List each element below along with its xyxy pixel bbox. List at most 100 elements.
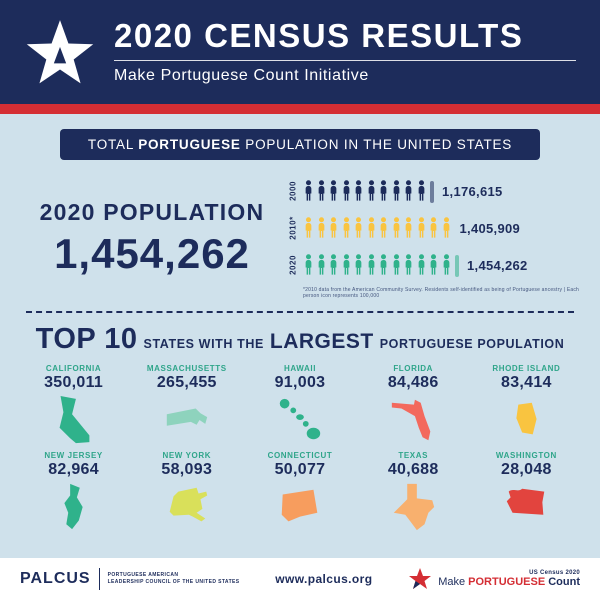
footer: PALCUS PORTUGUESE AMERICAN LEADERSHIP CO… xyxy=(0,558,600,600)
population-block: 2020 POPULATION 1,454,262 xyxy=(18,195,286,278)
state-value: 82,964 xyxy=(48,461,99,478)
heading-mid2: PORTUGUESE POPULATION xyxy=(379,337,565,351)
person-icons-row xyxy=(303,253,459,277)
state-value: 40,688 xyxy=(387,461,439,478)
partial-person-icon xyxy=(430,181,434,203)
state-cell: CALIFORNIA 350,011 xyxy=(20,364,127,445)
brand-subtitle-line1: PORTUGUESE AMERICAN xyxy=(107,571,179,578)
state-name: NEW JERSEY xyxy=(44,451,103,460)
person-icon xyxy=(305,180,312,201)
pictogram-row: 2000 1,176,615 xyxy=(286,176,582,206)
person-icon xyxy=(443,254,449,275)
person-icon xyxy=(418,217,424,238)
person-icon xyxy=(330,180,337,201)
state-value: 28,048 xyxy=(501,461,552,478)
brand-name: PALCUS xyxy=(20,570,91,587)
state-cell: RHODE ISLAND 83,414 xyxy=(473,364,580,445)
person-icon xyxy=(430,254,437,275)
chart-footnote: *2010 data from the American Community S… xyxy=(303,287,580,299)
person-icon xyxy=(343,217,349,238)
banner-text: POPULATION IN THE UNITED STATES xyxy=(240,137,513,152)
hawaii-shape xyxy=(279,398,321,440)
footer-divider xyxy=(98,568,100,590)
population-section: 2020 POPULATION 1,454,262 2000 1,176,615 2… xyxy=(0,160,600,303)
tagline-make: Make xyxy=(438,576,469,588)
massachusetts-shape xyxy=(166,408,207,426)
brand-subtitle: PORTUGUESE AMERICAN LEADERSHIP COUNCIL O… xyxy=(108,572,240,587)
florida-shape xyxy=(392,399,431,441)
state-cell: MASSACHUSETTS 265,455 xyxy=(133,364,240,445)
person-icon xyxy=(305,217,312,238)
state-value: 58,093 xyxy=(161,461,213,478)
person-icon xyxy=(393,217,399,238)
person-icon xyxy=(343,254,349,275)
person-icon xyxy=(405,254,412,275)
person-icon xyxy=(318,254,324,275)
washington-shape xyxy=(507,488,545,515)
person-icon xyxy=(393,180,399,201)
banner-text: TOTAL xyxy=(87,137,139,152)
person-icon xyxy=(305,254,312,275)
brand-subtitle-line2: LEADERSHIP COUNCIL OF THE UNITED STATES xyxy=(107,579,240,585)
state-cell: NEW YORK 58,093 xyxy=(133,451,240,532)
state-value: 50,077 xyxy=(274,461,326,478)
year-label: 2020 xyxy=(288,255,297,275)
tagline-count: Count xyxy=(545,576,580,588)
new-york-shape xyxy=(169,487,207,522)
state-value: 84,486 xyxy=(387,374,439,391)
heading-largest: LARGEST xyxy=(269,330,374,353)
pictogram-value: 1,405,909 xyxy=(459,220,521,236)
make-portuguese-count-logo: US Census 2020 Make PORTUGUESE Count xyxy=(408,567,580,591)
palcus-logo: PALCUS PORTUGUESE AMERICAN LEADERSHIP CO… xyxy=(20,568,240,590)
person-icon xyxy=(368,180,374,201)
person-icon xyxy=(418,180,424,201)
state-cell: TEXAS 40,688 xyxy=(360,451,467,532)
person-icons-row xyxy=(303,179,434,203)
year-label: 2000 xyxy=(288,181,297,201)
new-jersey-shape xyxy=(63,483,83,530)
website-link[interactable]: www.palcus.org xyxy=(275,572,373,586)
california-shape xyxy=(59,395,89,444)
dashed-divider xyxy=(26,311,574,313)
population-value: 1,454,262 xyxy=(54,230,250,277)
person-icon xyxy=(318,217,324,238)
state-name: CALIFORNIA xyxy=(45,364,102,373)
tagline-portuguese: PORTUGUESE xyxy=(468,576,546,588)
year-label: 2010* xyxy=(288,216,297,240)
partial-person-icon xyxy=(455,255,459,277)
person-icon xyxy=(368,254,374,275)
state-value: 265,455 xyxy=(156,374,217,391)
person-icon xyxy=(443,217,449,238)
state-name: CONNECTICUT xyxy=(267,451,333,460)
state-cell: CONNECTICUT 50,077 xyxy=(246,451,353,532)
person-icon xyxy=(355,254,362,275)
tagline: Make PORTUGUESE Count xyxy=(438,576,580,588)
pictogram-chart: 2000 1,176,615 2010* 1,405,909 2020 1,454,262 xyxy=(286,176,582,280)
person-icon xyxy=(418,254,424,275)
state-value: 91,003 xyxy=(274,374,326,391)
population-label: 2020 POPULATION xyxy=(39,199,265,225)
top10-heading: TOP 10 STATES WITH THE LARGEST PORTUGUES… xyxy=(0,323,600,356)
person-icon xyxy=(430,217,437,238)
header-divider xyxy=(114,60,576,62)
state-cell: NEW JERSEY 82,964 xyxy=(20,451,127,532)
connecticut-shape xyxy=(281,489,318,522)
total-population-banner: TOTAL PORTUGUESE POPULATION IN THE UNITE… xyxy=(59,129,541,160)
person-icon xyxy=(405,180,412,201)
person-icon xyxy=(393,254,399,275)
person-icon xyxy=(318,180,324,201)
state-value: 83,414 xyxy=(501,374,552,391)
page-title: 2020 CENSUS RESULTS xyxy=(114,16,524,54)
state-name: WASHINGTON xyxy=(495,451,557,460)
red-stripe xyxy=(0,104,600,114)
person-icon xyxy=(380,217,387,238)
state-cell: HAWAII 91,003 xyxy=(246,364,353,445)
person-icon xyxy=(355,217,362,238)
state-name: TEXAS xyxy=(398,451,429,460)
person-icon xyxy=(330,254,337,275)
rhode-island-shape xyxy=(516,402,537,435)
state-cell: FLORIDA 84,486 xyxy=(360,364,467,445)
texas-shape xyxy=(393,483,435,531)
pictogram-row: 2010* 1,405,909 xyxy=(286,213,582,243)
